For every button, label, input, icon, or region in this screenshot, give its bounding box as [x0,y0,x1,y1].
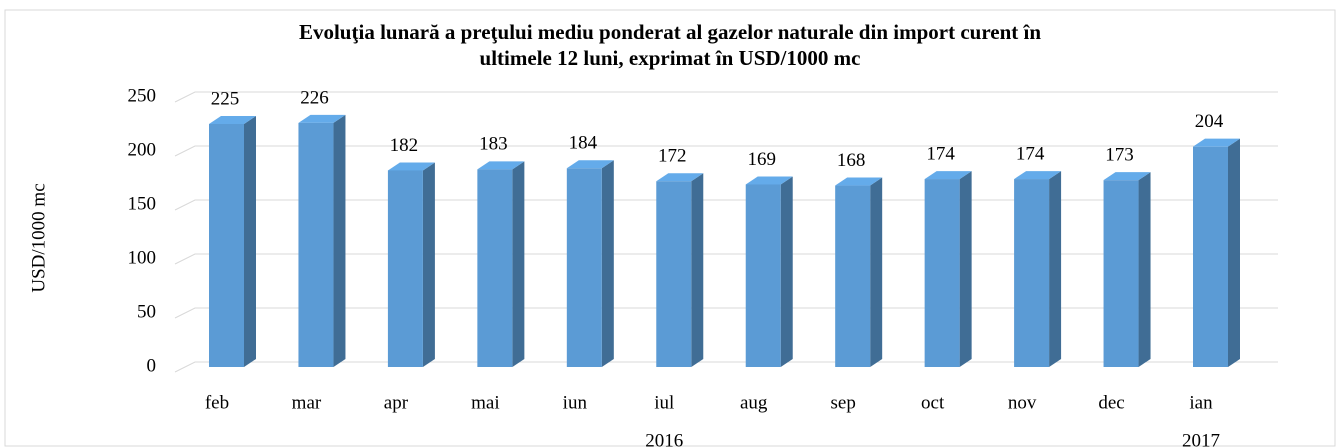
bar [924,171,972,367]
chart-title: ultimele 12 luni, exprimat în USD/1000 m… [480,46,861,70]
grid-line [174,199,1278,211]
y-tick-label: 100 [128,247,157,268]
bar-front [1103,180,1139,367]
y-tick-label: 250 [128,85,157,106]
bar [835,177,883,367]
value-label: 225 [211,88,240,109]
bar [387,162,435,367]
bar-side [1228,138,1240,367]
bar-front [477,169,513,367]
bar-side [780,176,793,367]
value-label: 174 [926,143,955,164]
grid-line [174,361,1278,373]
y-axis-label: USD/1000 mc [28,183,49,292]
bar-front [656,181,692,367]
bar [298,114,346,367]
bar [1193,138,1240,367]
x-tick-label: apr [384,392,409,413]
x-tick-label: feb [205,392,229,413]
bar-front [298,122,334,367]
x-tick-label: iul [654,392,674,413]
bar-top [1014,171,1062,180]
grid-line [174,91,1278,103]
y-tick-label: 200 [128,139,157,160]
bar-top [209,116,256,124]
value-label: 226 [300,87,329,108]
value-label: 182 [390,135,419,156]
bar-side [870,177,883,367]
bar-side [333,114,346,367]
x-tick-label: iun [563,392,588,413]
grid-line [174,145,1278,157]
bar-top [1103,172,1151,181]
bar [1014,171,1062,367]
bar-top [924,171,972,180]
bar-front [745,184,781,367]
bar-top [566,160,614,169]
bar-side [691,173,704,367]
bar-top [387,162,435,171]
bar-top [656,173,704,182]
y-tick-label: 150 [128,193,157,214]
grid-line [174,307,1278,319]
bar [745,176,793,367]
bar-side [422,162,435,367]
x-tick-label: aug [740,392,768,413]
y-tick-label: 0 [147,355,157,376]
bar-front [1014,179,1050,367]
bar [1103,172,1151,367]
bar-side [959,171,972,367]
bar-front [924,179,960,367]
value-label: 172 [658,146,687,167]
value-label: 174 [1016,143,1045,164]
bar-side [244,116,256,367]
bar-front [835,185,871,367]
x-tick-label: oct [921,392,945,413]
value-label: 184 [569,133,598,154]
group-label: 2017 [1182,430,1220,448]
bar-top [835,177,883,186]
bar-top [1193,138,1240,147]
value-label: 204 [1195,111,1224,132]
group-label: 2016 [645,430,683,448]
bar-top [745,176,793,185]
bar-side [512,161,525,367]
bar-front [387,170,423,367]
bar-side [1138,172,1151,367]
chart-title: Evoluţia lunară a preţului mediu pondera… [299,20,1041,44]
bar [656,173,704,367]
grid-line [174,253,1278,265]
bar-top [298,114,346,123]
bar-front [566,168,602,367]
x-tick-label: nov [1008,392,1037,413]
bar-side [1049,171,1062,367]
bar-front [1193,146,1228,367]
bar-side [601,160,614,367]
bar-front [209,124,244,367]
bar [477,161,525,367]
bar [566,160,614,367]
y-tick-label: 50 [137,301,156,322]
bar-top [477,161,525,170]
bar [209,116,256,367]
x-tick-label: sep [831,392,856,413]
value-label: 183 [479,134,508,155]
x-tick-label: mai [471,392,500,413]
x-tick-label: ian [1189,392,1213,413]
value-label: 169 [747,149,776,170]
x-tick-label: mar [292,392,322,413]
x-tick-label: dec [1098,392,1124,413]
value-label: 168 [837,150,866,171]
value-label: 173 [1105,145,1134,166]
